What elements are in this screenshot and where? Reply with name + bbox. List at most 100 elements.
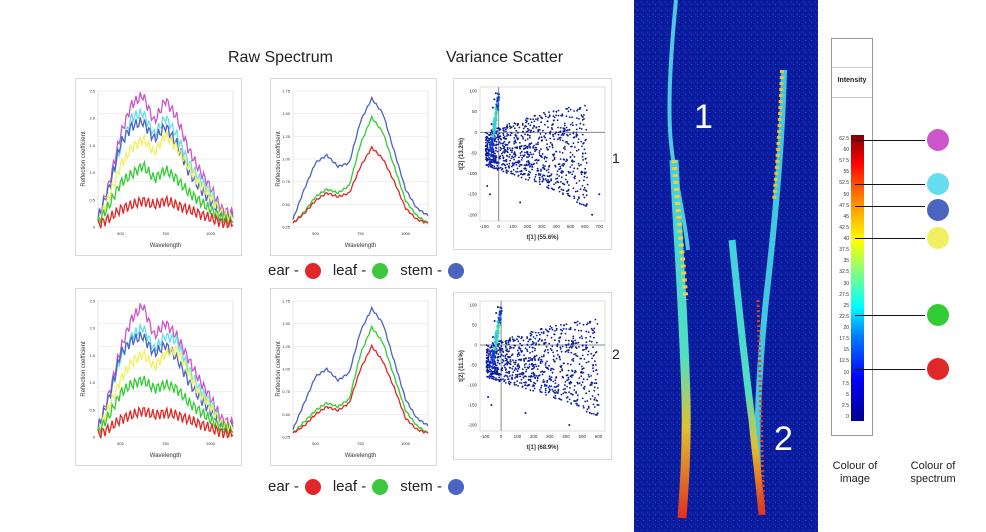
scatter-point: [492, 356, 496, 359]
scatter-point: [505, 342, 507, 345]
scatter-point: [552, 355, 555, 358]
colorbar-title: Intensity: [837, 77, 867, 84]
scatter-point: [493, 367, 496, 370]
scatter-point: [557, 390, 560, 392]
scatter-point: [524, 412, 527, 414]
scatter-point: [514, 123, 517, 125]
scatter-point: [535, 118, 537, 120]
scatter-point: [487, 345, 490, 348]
scatter-point: [581, 155, 584, 158]
scatter-point: [503, 137, 506, 140]
scatter-point: [583, 385, 586, 388]
scatter-point: [572, 337, 575, 340]
scatter-point: [548, 111, 550, 113]
scatter-point: [563, 132, 566, 135]
scatter-point: [547, 171, 550, 174]
scatter-point: [538, 357, 541, 359]
scatter-point: [580, 372, 583, 374]
scatter-point: [542, 164, 545, 166]
scatter-point: [559, 139, 562, 141]
scatter-point: [581, 337, 584, 340]
scatter-point: [567, 106, 570, 109]
scatter-point: [573, 155, 576, 158]
scatter-point: [581, 381, 584, 384]
scatter-point: [537, 331, 540, 334]
scatter-point: [576, 201, 578, 204]
scatter-point: [576, 199, 579, 201]
scatter-point: [504, 138, 507, 140]
scatter-point: [558, 397, 560, 400]
scatter-point: [517, 385, 519, 387]
scatter-point: [488, 375, 491, 377]
scatter-point: [554, 182, 557, 184]
scatter-point: [506, 348, 509, 351]
scatter-point: [558, 339, 560, 342]
scatter-point: [581, 365, 583, 368]
hsi-label-2: 2: [774, 420, 793, 458]
scatter-point: [496, 92, 499, 95]
scatter-point: [493, 365, 496, 368]
scatter-point: [524, 347, 527, 350]
scatter-point: [511, 353, 514, 356]
raw-spectrum-plot-2: 500 750 1000 0 0.5 1.0 1.5 2.0 2.5 Wavelength Refl…: [81, 299, 234, 459]
scatter-point: [521, 336, 523, 339]
scatter-point: [593, 331, 596, 334]
scatter-point: [592, 367, 594, 370]
scatter-point: [580, 335, 583, 337]
scatter-point: [495, 352, 498, 355]
colorbar-tick-label: 25: [843, 302, 849, 309]
legend-ear-swatch: [304, 262, 321, 279]
scatter-point: [488, 137, 490, 140]
colorbar-tick-label: 32.5: [839, 269, 849, 276]
scatter-point: [542, 166, 544, 169]
hyperspectral-image: 1 2: [634, 0, 818, 532]
scatter-point: [581, 118, 584, 121]
scatter-point: [534, 377, 536, 380]
scatter-point: [547, 349, 549, 351]
scatter-point: [532, 118, 535, 121]
scatter-point: [581, 397, 584, 400]
scatter-point: [564, 381, 567, 383]
scatter-point: [493, 167, 496, 170]
scatter-point: [521, 371, 524, 374]
scatter-point: [579, 336, 581, 339]
scatter-point: [541, 373, 544, 376]
scatter-point: [535, 343, 537, 346]
y-axis-label: Reflection coefficient: [276, 341, 282, 397]
scatter-point: [544, 364, 547, 366]
scatter-point: [562, 170, 564, 173]
scatter-point: [505, 347, 507, 349]
scatter-point: [496, 306, 499, 308]
scatter-point: [516, 138, 519, 141]
scatter-point: [526, 344, 529, 346]
scatter-point: [505, 130, 507, 133]
scatter-point: [531, 156, 534, 159]
variance-scatter-heading: Variance Scatter: [446, 49, 564, 66]
scatter-point: [505, 368, 507, 371]
scatter-point: [555, 327, 558, 330]
scatter-point: [531, 358, 534, 360]
scatter-point: [538, 176, 541, 179]
scatter-point: [559, 165, 562, 168]
scatter-point: [573, 389, 576, 391]
scatter-point: [522, 137, 524, 140]
scatter-point: [576, 320, 579, 323]
raw-spectrum-heading: Raw Spectrum: [228, 49, 333, 66]
scatter-point: [524, 178, 527, 181]
scatter-point: [567, 362, 569, 365]
scatter-point: [576, 355, 579, 357]
scatter-point: [583, 114, 585, 116]
scatter-point: [541, 355, 543, 358]
scatter-point: [560, 171, 562, 173]
series-line: [292, 305, 429, 430]
scatter-point: [535, 334, 538, 337]
scatter-point: [577, 141, 579, 144]
scatter-point: [533, 366, 536, 369]
scatter-point: [596, 373, 599, 375]
scatter-point: [537, 375, 540, 377]
scatter-point: [510, 172, 513, 175]
scatter-point: [539, 362, 542, 365]
scatter-point: [557, 109, 560, 112]
scatter-point: [505, 169, 508, 172]
scatter-point: [551, 388, 554, 391]
